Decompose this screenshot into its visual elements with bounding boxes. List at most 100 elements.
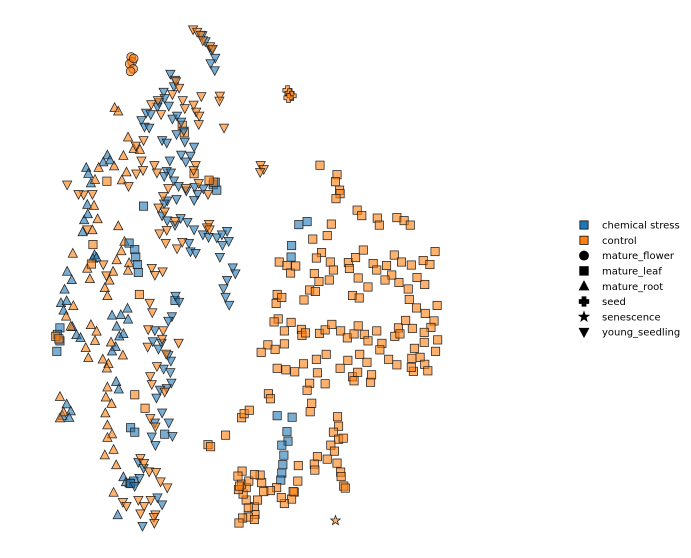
- data-point: [157, 267, 168, 278]
- data-point: [131, 252, 141, 262]
- data-point: [102, 290, 113, 301]
- data-point: [82, 198, 93, 209]
- data-point: [327, 319, 337, 329]
- data-point: [63, 411, 75, 422]
- data-point: [147, 308, 158, 319]
- data-point: [135, 509, 146, 520]
- data-point: [110, 375, 122, 386]
- legend-marker-mature-leaf: [579, 266, 589, 276]
- data-point: [88, 199, 100, 210]
- legend-label-control: control: [602, 236, 637, 247]
- data-point: [158, 87, 169, 98]
- data-point: [254, 168, 266, 179]
- data-point: [430, 247, 440, 257]
- data-point: [159, 387, 170, 398]
- data-point: [149, 270, 161, 281]
- data-point: [253, 495, 263, 505]
- data-point: [311, 354, 321, 364]
- data-point: [331, 194, 341, 204]
- data-point: [212, 185, 222, 195]
- data-point: [305, 407, 315, 417]
- data-point: [277, 440, 287, 450]
- data-point: [423, 366, 433, 376]
- data-point: [249, 515, 259, 525]
- data-point: [221, 227, 233, 237]
- data-point: [143, 467, 155, 478]
- data-point: [211, 233, 223, 244]
- data-point: [175, 117, 187, 128]
- series-mature-flower-control: [124, 52, 139, 77]
- data-point: [210, 53, 221, 64]
- data-point: [150, 468, 162, 478]
- data-point: [89, 335, 101, 345]
- data-point: [60, 310, 72, 321]
- data-point: [146, 380, 157, 391]
- data-point: [311, 253, 321, 263]
- data-point: [290, 367, 300, 377]
- data-point: [419, 337, 429, 347]
- data-point: [214, 91, 226, 102]
- data-point: [233, 471, 243, 481]
- data-point: [298, 359, 308, 369]
- data-point: [312, 368, 322, 378]
- data-point: [329, 446, 339, 456]
- data-point: [125, 66, 136, 77]
- data-point: [406, 362, 416, 372]
- data-point: [105, 336, 117, 347]
- data-point: [272, 411, 282, 421]
- data-point: [320, 379, 330, 389]
- data-point: [322, 231, 332, 241]
- data-point: [145, 372, 156, 383]
- data-point: [188, 196, 200, 207]
- data-point: [332, 458, 342, 468]
- data-point: [155, 477, 166, 488]
- data-point: [111, 254, 122, 265]
- data-point: [155, 110, 167, 121]
- data-point: [372, 265, 382, 275]
- data-point: [114, 330, 125, 341]
- data-point: [61, 398, 72, 409]
- data-point: [279, 450, 289, 460]
- data-point: [188, 100, 199, 111]
- data-point: [167, 90, 178, 101]
- data-point: [322, 454, 332, 464]
- data-point: [78, 214, 90, 225]
- data-point: [294, 220, 304, 230]
- data-point: [392, 360, 402, 370]
- data-point: [335, 363, 345, 373]
- data-point: [171, 195, 182, 206]
- data-point: [168, 176, 180, 187]
- data-point: [221, 275, 233, 286]
- data-point: [121, 166, 132, 177]
- data-point: [106, 309, 118, 320]
- data-point: [366, 377, 376, 387]
- data-point: [106, 397, 117, 408]
- data-point: [206, 442, 216, 452]
- data-point: [287, 412, 297, 422]
- data-point: [169, 217, 181, 227]
- series-young-seedling-control: [61, 25, 269, 529]
- data-point: [349, 376, 359, 386]
- legend-label-mature-flower: mature_flower: [602, 251, 675, 262]
- data-point: [420, 279, 430, 290]
- data-point: [150, 422, 161, 433]
- data-point: [129, 482, 140, 492]
- data-point: [145, 414, 156, 425]
- data-point: [102, 431, 113, 442]
- data-point: [134, 289, 144, 299]
- data-point: [54, 334, 64, 344]
- data-point: [405, 220, 415, 230]
- data-point: [177, 96, 188, 107]
- data-point: [217, 241, 228, 251]
- data-point: [409, 343, 419, 353]
- data-point: [149, 518, 160, 529]
- data-point: [314, 276, 324, 287]
- data-point: [256, 347, 266, 357]
- data-point: [124, 238, 134, 248]
- data-point: [115, 309, 127, 319]
- data-point: [301, 328, 311, 338]
- data-point: [384, 354, 394, 364]
- data-point: [302, 385, 312, 395]
- data-point: [394, 277, 404, 288]
- data-point: [54, 390, 66, 401]
